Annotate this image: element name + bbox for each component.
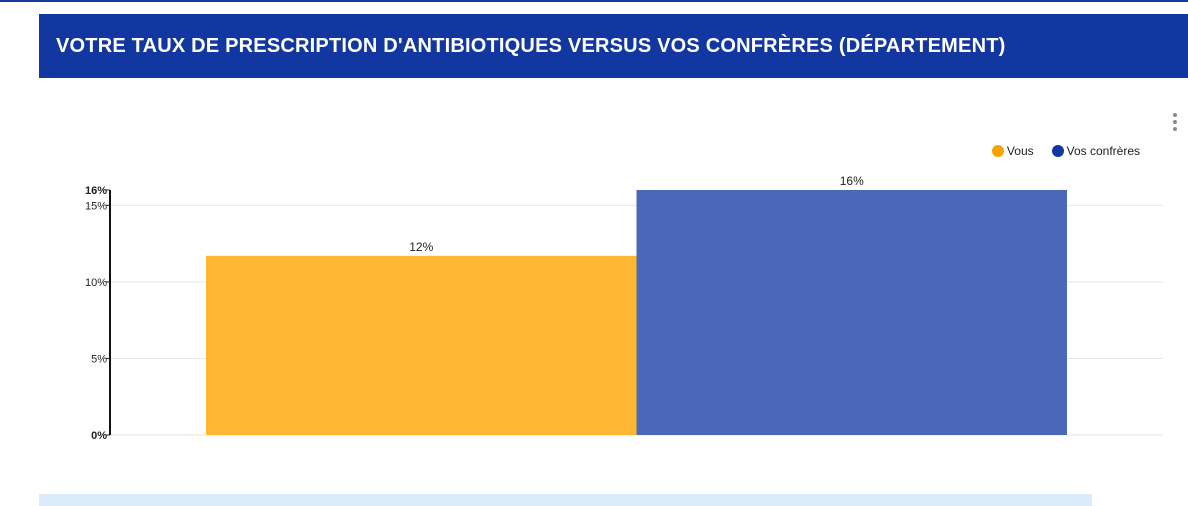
section-title: VOTRE TAUX DE PRESCRIPTION D'ANTIBIOTIQU… [56,34,1006,57]
legend-item-confreres[interactable]: Vos confrères [1051,144,1140,158]
top-rule [0,0,1188,2]
data-label-confreres: 16% [840,174,864,188]
y-tick-label: 16% [85,185,107,197]
vertical-dots-icon[interactable] [1168,113,1180,133]
y-tick-label: 0% [91,430,107,442]
legend-label-vous: Vous [1006,144,1034,158]
chart-legend: Vous Vos confrères [974,144,1140,158]
y-tick-label: 5% [91,353,107,365]
y-tick-label: 10% [85,277,107,289]
section-header: VOTRE TAUX DE PRESCRIPTION D'ANTIBIOTIQU… [39,14,1188,78]
bar-vous [206,255,637,435]
legend-item-vous[interactable]: Vous [991,144,1034,158]
legend-dot-vous [991,145,1004,157]
data-label-vous: 12% [409,240,433,254]
info-panel [39,494,1092,506]
legend-label-confreres: Vos confrères [1066,144,1140,158]
legend-dot-confreres [1051,145,1064,157]
y-tick-label: 15% [85,200,107,212]
bar-confreres [636,190,1067,435]
